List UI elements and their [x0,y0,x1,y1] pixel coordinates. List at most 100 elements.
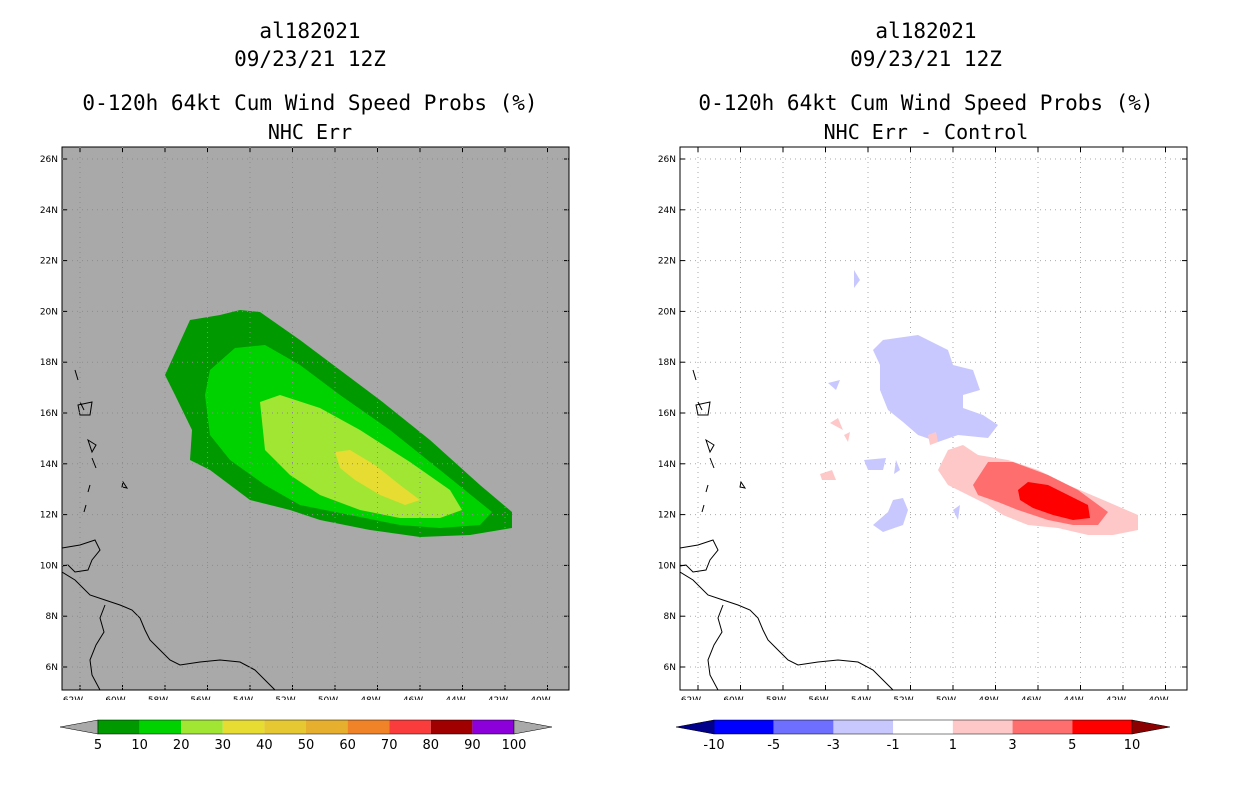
colorbar-segment [306,720,348,734]
colorbar-segment [472,720,514,734]
colorbar-segment [1012,720,1073,734]
colorbar-label: 3 [1008,738,1016,753]
colorbar-segment [181,720,223,734]
colorbar-label: 60 [339,738,356,753]
panel-subtitle-left: NHC Err [267,120,353,144]
lat-label: 26N [658,155,676,165]
colorbar-segment [893,720,953,734]
storm-id-title-right: al182021 [875,19,977,43]
lat-labels-left: 26N 24N 22N 20N 18N 16N 14N 12N 10N 8N 6N [40,155,58,673]
diff-positive-contours [820,418,1138,535]
lat-label: 8N [46,612,58,622]
colorbar-segment [833,720,894,734]
lat-label: 20N [658,307,676,317]
lat-labels-right: 26N 24N 22N 20N 18N 16N 14N 12N 10N 8N 6N [658,155,676,673]
colorbar-segment [714,720,774,734]
difference-map-right: 26N 24N 22N 20N 18N 16N 14N 12N 10N 8N 6N 62W 60W 58… [658,146,1188,700]
lon-label: 42W [1106,696,1126,700]
colorbar-segment [222,720,265,734]
prob-contour-20 [260,395,462,518]
lon-label: 52W [893,696,913,700]
map-frame-left [61,146,570,691]
map-frame-right [679,146,1188,691]
datetime-title-right: 09/23/21 12Z [850,47,1002,71]
product-title-right: 0-120h 64kt Cum Wind Speed Probs (%) [698,91,1154,115]
lat-label: 16N [40,409,58,419]
lat-label: 12N [40,511,58,521]
colorbar-segment [952,720,1013,734]
colorbar-left: 5 10 20 30 40 50 60 70 80 90 100 [59,719,553,753]
lon-label: 40W [1148,696,1168,700]
product-title-left: 0-120h 64kt Cum Wind Speed Probs (%) [82,91,538,115]
lon-label: 54W [233,696,253,700]
colorbar-label: 5 [1068,738,1076,753]
colorbar-label: 90 [464,738,481,753]
lat-label: 12N [658,511,676,521]
colorbar-segment [98,720,140,734]
storm-id-title-left: al182021 [259,19,361,43]
lon-label: 56W [190,696,210,700]
lat-label: 10N [40,561,58,571]
colorbar-segment [773,720,834,734]
lon-label: 46W [1021,696,1041,700]
lon-label: 52W [275,696,295,700]
lat-label: 14N [658,460,676,470]
lon-label: 62W [681,696,701,700]
colorbar-segment [1072,720,1132,734]
colorbar-label: 70 [381,738,398,753]
lon-label: 58W [148,696,168,700]
colorbar-segment [139,720,182,734]
axis-ticks-left [62,147,569,690]
lat-label: 14N [40,460,58,470]
lon-label: 44W [445,696,465,700]
colorbar-label: 20 [173,738,190,753]
lon-label: 50W [318,696,338,700]
lon-label: 58W [766,696,786,700]
lon-label: 40W [530,696,550,700]
lat-label: 6N [664,663,676,673]
colorbar-label: 50 [298,738,315,753]
lon-label: 48W [360,696,380,700]
datetime-title-left: 09/23/21 12Z [234,47,386,71]
lon-label: 60W [105,696,125,700]
colorbar-label: 10 [1124,738,1141,753]
colorbar-right: -10 -5 -3 -1 1 3 5 10 [675,719,1171,753]
lon-label: 60W [723,696,743,700]
lat-label: 24N [40,206,58,216]
colorbar-under-triangle [59,719,99,735]
lat-label: 10N [658,561,676,571]
colorbar-label: 100 [502,738,527,753]
lon-labels-left: 62W 60W 58W 56W 54W 52W 50W 48W 46W 44W 42W 40W [63,696,551,700]
lat-label: 22N [40,257,58,267]
colorbar-label: 1 [949,738,957,753]
lat-label: 6N [46,663,58,673]
colorbar-segment [389,720,431,734]
lat-label: 16N [658,409,676,419]
lon-label: 48W [978,696,998,700]
lon-label: 42W [488,696,508,700]
colorbar-label: 80 [423,738,440,753]
grid-lines-right [680,147,1187,690]
lat-label: 24N [658,206,676,216]
probability-map-left: 26N 24N 22N 20N 18N 16N 14N 12N 10N 8N 6N 62W 60W 58… [40,146,570,700]
colorbar-segment [264,720,306,734]
lon-labels-right: 62W 60W 58W 56W 54W 52W 50W 48W 46W 44W 42W 40W [681,696,1169,700]
colorbar-label: -10 [703,738,724,753]
land-outline-right [680,369,894,690]
panel-subtitle-right: NHC Err - Control [823,120,1029,144]
lon-label: 56W [808,696,828,700]
lon-label: 50W [936,696,956,700]
colorbar-segment [347,720,390,734]
colorbar-label: 10 [131,738,148,753]
lat-label: 22N [658,257,676,267]
axis-ticks-right [680,147,1187,690]
diff-negative-contours [828,270,998,532]
lat-label: 8N [664,612,676,622]
lon-label: 44W [1063,696,1083,700]
colorbar-label: 30 [215,738,232,753]
lon-label: 46W [403,696,423,700]
colorbar-label: -5 [767,738,780,753]
colorbar-label: -1 [887,738,900,753]
colorbar-label: -3 [827,738,840,753]
land-outline-left [62,369,276,690]
